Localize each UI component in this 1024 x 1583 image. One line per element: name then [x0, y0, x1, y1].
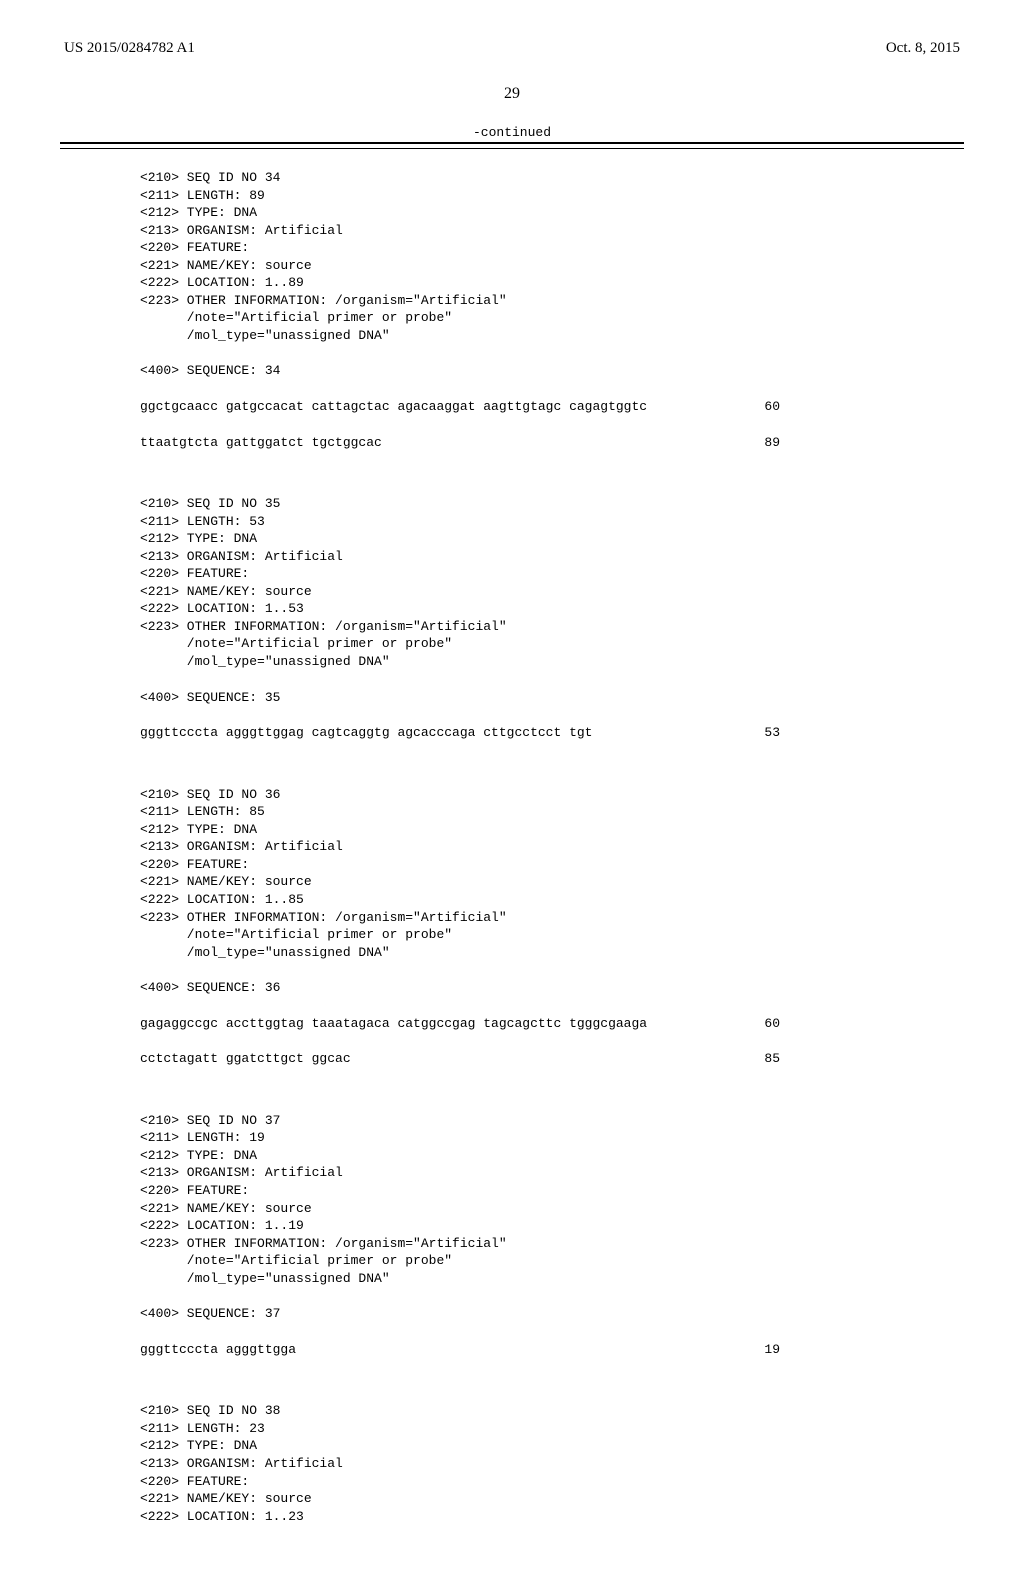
meta-line: <220> FEATURE: — [140, 239, 884, 257]
meta-line: <212> TYPE: DNA — [140, 1437, 884, 1455]
sequence-row: ttaatgtcta gattggatct tgctggcac 89 — [140, 434, 780, 452]
meta-line: <210> SEQ ID NO 38 — [140, 1402, 884, 1420]
sequence-row: gggttcccta agggttggag cagtcaggtg agcaccc… — [140, 724, 780, 742]
meta-line: /mol_type="unassigned DNA" — [140, 653, 884, 671]
meta-line: <213> ORGANISM: Artificial — [140, 1455, 884, 1473]
meta-line: <212> TYPE: DNA — [140, 204, 884, 222]
sequence-text: cctctagatt ggatcttgct ggcac — [140, 1050, 351, 1068]
meta-line: <220> FEATURE: — [140, 1473, 884, 1491]
sequence-text: ttaatgtcta gattggatct tgctggcac — [140, 434, 382, 452]
sequence-listing: <210> SEQ ID NO 34 <211> LENGTH: 89 <212… — [60, 149, 964, 1525]
meta-line: <210> SEQ ID NO 35 — [140, 495, 884, 513]
meta-line: <223> OTHER INFORMATION: /organism="Arti… — [140, 1235, 884, 1253]
meta-line: <212> TYPE: DNA — [140, 530, 884, 548]
header-right: Oct. 8, 2015 — [886, 40, 960, 57]
meta-line: <211> LENGTH: 23 — [140, 1420, 884, 1438]
meta-line: /mol_type="unassigned DNA" — [140, 1270, 884, 1288]
meta-line: <213> ORGANISM: Artificial — [140, 1164, 884, 1182]
meta-line: <212> TYPE: DNA — [140, 1147, 884, 1165]
sequence-entry: <210> SEQ ID NO 36 <211> LENGTH: 85 <212… — [140, 786, 884, 1068]
sequence-text: ggctgcaacc gatgccacat cattagctac agacaag… — [140, 398, 647, 416]
sequence-label: <400> SEQUENCE: 34 — [140, 362, 884, 380]
header-left: US 2015/0284782 A1 — [64, 40, 195, 57]
meta-line: /mol_type="unassigned DNA" — [140, 944, 884, 962]
meta-line: <210> SEQ ID NO 36 — [140, 786, 884, 804]
meta-line: <213> ORGANISM: Artificial — [140, 838, 884, 856]
meta-line: <211> LENGTH: 19 — [140, 1129, 884, 1147]
meta-line: <220> FEATURE: — [140, 565, 884, 583]
meta-line: <221> NAME/KEY: source — [140, 1200, 884, 1218]
meta-line: /note="Artificial primer or probe" — [140, 1252, 884, 1270]
meta-line: <221> NAME/KEY: source — [140, 583, 884, 601]
meta-line: <220> FEATURE: — [140, 856, 884, 874]
page-number: 29 — [60, 85, 964, 103]
meta-line: <212> TYPE: DNA — [140, 821, 884, 839]
meta-line: <220> FEATURE: — [140, 1182, 884, 1200]
sequence-pos: 60 — [764, 1015, 780, 1033]
meta-line: <222> LOCATION: 1..23 — [140, 1508, 884, 1526]
sequence-label: <400> SEQUENCE: 36 — [140, 979, 884, 997]
sequence-text: gagaggccgc accttggtag taaatagaca catggcc… — [140, 1015, 647, 1033]
meta-line: <223> OTHER INFORMATION: /organism="Arti… — [140, 618, 884, 636]
meta-line: /note="Artificial primer or probe" — [140, 926, 884, 944]
meta-line: <221> NAME/KEY: source — [140, 1490, 884, 1508]
meta-line: <213> ORGANISM: Artificial — [140, 548, 884, 566]
meta-line: <221> NAME/KEY: source — [140, 257, 884, 275]
sequence-text: gggttcccta agggttggag cagtcaggtg agcaccc… — [140, 724, 592, 742]
continued-label: -continued — [60, 125, 964, 140]
meta-line: /mol_type="unassigned DNA" — [140, 327, 884, 345]
sequence-pos: 53 — [764, 724, 780, 742]
page-container: US 2015/0284782 A1 Oct. 8, 2015 29 -cont… — [0, 0, 1024, 1583]
sequence-label: <400> SEQUENCE: 37 — [140, 1305, 884, 1323]
sequence-row: ggctgcaacc gatgccacat cattagctac agacaag… — [140, 398, 780, 416]
meta-line: <223> OTHER INFORMATION: /organism="Arti… — [140, 909, 884, 927]
sequence-entry: <210> SEQ ID NO 37 <211> LENGTH: 19 <212… — [140, 1112, 884, 1359]
meta-line: <210> SEQ ID NO 37 — [140, 1112, 884, 1130]
meta-line: /note="Artificial primer or probe" — [140, 309, 884, 327]
sequence-row: cctctagatt ggatcttgct ggcac 85 — [140, 1050, 780, 1068]
sequence-row: gagaggccgc accttggtag taaatagaca catggcc… — [140, 1015, 780, 1033]
sequence-entry: <210> SEQ ID NO 34 <211> LENGTH: 89 <212… — [140, 169, 884, 451]
sequence-row: gggttcccta agggttgga 19 — [140, 1341, 780, 1359]
meta-line: <210> SEQ ID NO 34 — [140, 169, 884, 187]
meta-line: <222> LOCATION: 1..53 — [140, 600, 884, 618]
meta-line: <211> LENGTH: 89 — [140, 187, 884, 205]
sequence-text: gggttcccta agggttgga — [140, 1341, 296, 1359]
sequence-pos: 19 — [764, 1341, 780, 1359]
sequence-pos: 60 — [764, 398, 780, 416]
meta-line: <211> LENGTH: 53 — [140, 513, 884, 531]
sequence-entry: <210> SEQ ID NO 38 <211> LENGTH: 23 <212… — [140, 1402, 884, 1525]
meta-line: <213> ORGANISM: Artificial — [140, 222, 884, 240]
meta-line: <222> LOCATION: 1..19 — [140, 1217, 884, 1235]
sequence-pos: 85 — [764, 1050, 780, 1068]
sequence-label: <400> SEQUENCE: 35 — [140, 689, 884, 707]
meta-line: /note="Artificial primer or probe" — [140, 635, 884, 653]
meta-line: <222> LOCATION: 1..85 — [140, 891, 884, 909]
meta-line: <211> LENGTH: 85 — [140, 803, 884, 821]
meta-line: <221> NAME/KEY: source — [140, 873, 884, 891]
sequence-entry: <210> SEQ ID NO 35 <211> LENGTH: 53 <212… — [140, 495, 884, 742]
meta-line: <222> LOCATION: 1..89 — [140, 274, 884, 292]
sequence-pos: 89 — [764, 434, 780, 452]
page-header: US 2015/0284782 A1 Oct. 8, 2015 — [60, 40, 964, 57]
meta-line: <223> OTHER INFORMATION: /organism="Arti… — [140, 292, 884, 310]
